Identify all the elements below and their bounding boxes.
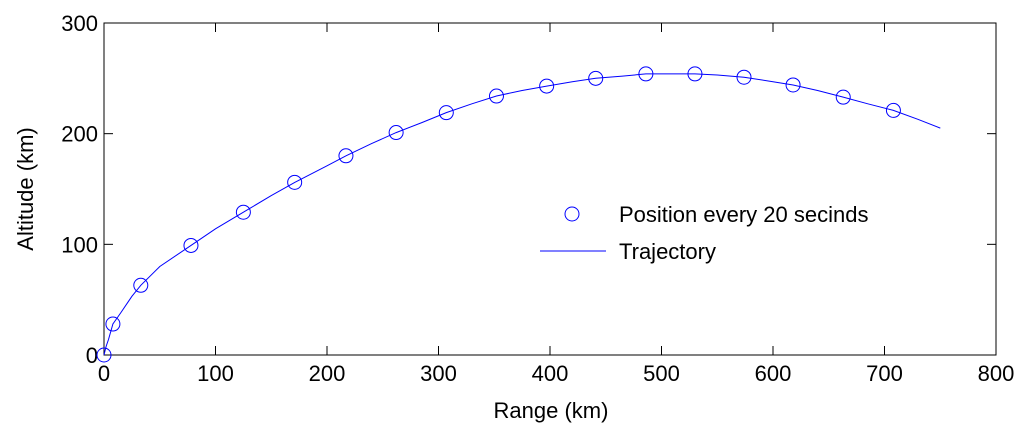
position-marker [338, 148, 354, 164]
y-tick-label: 200 [61, 122, 98, 147]
x-tick-label: 800 [978, 361, 1015, 386]
y-axis-title: Altitude (km) [13, 127, 38, 250]
position-marker [885, 102, 901, 118]
position-marker [687, 66, 703, 82]
axes-frame [103, 22, 997, 356]
x-tick-label: 400 [532, 361, 569, 386]
y-tick-label: 0 [86, 343, 98, 368]
position-marker [539, 78, 555, 94]
position-marker [488, 88, 504, 104]
x-tick-label: 500 [643, 361, 680, 386]
position-marker [183, 237, 199, 253]
x-tick-label: 600 [755, 361, 792, 386]
position-marker [96, 347, 112, 363]
position-marker [835, 89, 851, 105]
position-marker [588, 70, 604, 86]
position-marker [736, 69, 752, 85]
plot-area-border [103, 22, 997, 356]
x-axis-title: Range (km) [494, 398, 609, 423]
legend-marker-circle [564, 206, 580, 222]
position-marker [438, 105, 454, 121]
y-tick-label: 100 [61, 232, 98, 257]
x-tick-label: 0 [98, 361, 110, 386]
x-axis-ticks: 0 100 200 300 400 500 600 700 800 [98, 23, 1014, 386]
x-tick-label: 200 [309, 361, 346, 386]
position-marker [638, 66, 654, 82]
y-axis-ticks: 0 100 200 300 [61, 11, 996, 368]
legend-label-positions: Position every 20 secinds [619, 202, 868, 227]
position-marker [133, 277, 149, 293]
y-tick-label: 300 [61, 11, 98, 36]
position-marker [235, 204, 251, 220]
legend: Position every 20 secinds Trajectory [540, 202, 868, 264]
position-marker [105, 316, 121, 332]
legend-label-trajectory: Trajectory [619, 239, 716, 264]
x-tick-label: 100 [197, 361, 234, 386]
x-tick-label: 300 [420, 361, 457, 386]
position-marker [287, 174, 303, 190]
position-marker [388, 125, 404, 141]
position-markers-series [96, 66, 901, 363]
position-marker [785, 77, 801, 93]
x-tick-label: 700 [866, 361, 903, 386]
